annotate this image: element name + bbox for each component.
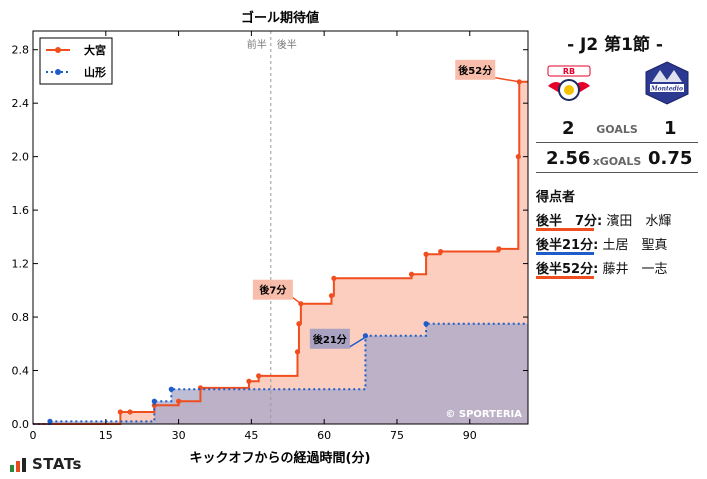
scorer-item: 後半21分: 土居 聖真 — [536, 234, 667, 256]
annotation-pointer — [349, 335, 369, 348]
first-half-label: 前半 — [247, 38, 267, 51]
legend-label-home: 大宮 — [84, 43, 106, 57]
data-point — [47, 418, 53, 424]
x-tick-label: 0 — [30, 429, 37, 442]
stats-bars-icon — [10, 458, 26, 472]
legend-label-away: 山形 — [84, 65, 106, 79]
data-point — [515, 154, 521, 160]
axes: 0 15 30 45 60 75 90 0.0 0.4 0.8 1.2 1.6 2.0 2.4 2.8 — [12, 31, 528, 442]
divider — [536, 172, 698, 173]
annotation-box — [309, 328, 350, 349]
x-tick-label: 45 — [244, 429, 258, 442]
data-point — [117, 409, 123, 415]
scorer-underline — [536, 228, 594, 231]
series-lines — [33, 79, 528, 425]
y-tick-label: 2.8 — [12, 44, 30, 57]
svg-text:Montedio: Montedio — [650, 86, 683, 93]
data-point — [408, 271, 415, 277]
annotation-box — [252, 279, 293, 300]
annotation-label: 後7分 — [259, 284, 286, 297]
xgoals-row: 2.56 xGOALS 0.75 — [536, 148, 698, 170]
annotation-pointer — [495, 77, 520, 83]
y-tick-label: 2.0 — [12, 151, 30, 164]
y-tick-label: 2.4 — [12, 97, 30, 110]
scorer-time: 後半 7分: — [536, 214, 603, 229]
series-area — [33, 323, 528, 424]
data-point — [516, 79, 522, 85]
legend-marker-home — [55, 47, 61, 53]
rb-omiya-crest-icon: RB — [547, 65, 591, 101]
legend-marker-away — [55, 69, 61, 75]
legend: 大宮 山形 — [39, 37, 113, 85]
y-tick-label: 1.2 — [12, 258, 30, 271]
away-xg: 0.75 — [648, 148, 693, 169]
data-point — [438, 248, 444, 255]
data-point — [331, 275, 337, 281]
annotation-pointer — [292, 297, 302, 305]
divider — [536, 142, 698, 143]
scorer-time: 後半21分: — [536, 238, 599, 253]
montedio-yamagata-crest-icon: Montedio — [645, 61, 689, 105]
scorer-time: 後半52分: — [536, 262, 599, 277]
annotation-box — [455, 59, 496, 80]
data-point — [151, 398, 157, 404]
scorer-item: 後半52分: 藤井 一志 — [536, 258, 667, 280]
xg-chart: ゴール期待値 前半 後半 0 15 30 45 60 75 90 0.0 0.4 0.8 1.2 1.6… — [12, 10, 529, 466]
scorer-item: 後半 7分: 濱田 水輝 — [536, 210, 671, 232]
home-goals: 2 — [562, 118, 575, 139]
data-point — [294, 349, 301, 355]
scorer-name: 濱田 水輝 — [606, 214, 672, 229]
scorers-title: 得点者 — [536, 190, 576, 205]
data-point — [256, 373, 262, 379]
watermark: © SPORTERIA — [445, 409, 522, 420]
data-point — [127, 409, 133, 415]
scorer-underline — [536, 252, 594, 255]
x-tick-label: 15 — [99, 429, 113, 442]
data-point — [423, 321, 429, 327]
scorer-name: 藤井 一志 — [602, 262, 668, 277]
y-tick-label: 0.4 — [12, 365, 30, 378]
away-goals: 1 — [664, 118, 677, 139]
x-tick-label: 90 — [463, 429, 477, 442]
data-point — [168, 386, 174, 392]
brand-name: STATs — [32, 455, 82, 473]
x-tick-label: 30 — [172, 429, 186, 442]
data-point — [496, 246, 502, 252]
data-point — [328, 293, 335, 299]
data-point — [246, 378, 252, 384]
scorer-name: 土居 聖真 — [602, 238, 668, 253]
goals-row: 2 GOALS 1 — [536, 118, 698, 140]
x-tick-label: 75 — [390, 429, 404, 442]
chart-title: ゴール期待値 — [241, 10, 319, 26]
x-tick-label: 60 — [317, 429, 331, 442]
second-half-label: 後半 — [277, 38, 297, 51]
x-axis-label: キックオフからの経過時間(分) — [190, 450, 371, 466]
y-tick-label: 0.8 — [12, 311, 30, 324]
data-point — [175, 398, 182, 404]
annotation-label: 後21分 — [313, 333, 347, 346]
scorer-underline — [536, 276, 594, 279]
svg-text:RB: RB — [563, 67, 575, 76]
area-fills — [33, 81, 528, 424]
goals-label: GOALS — [596, 123, 638, 136]
data-point — [423, 251, 429, 257]
data-point — [296, 321, 302, 327]
y-tick-label: 0.0 — [12, 418, 30, 431]
matchday-title: - J2 第1節 - — [567, 35, 663, 55]
xgoals-label: xGOALS — [592, 155, 642, 168]
plot-guides: 前半 後半 — [247, 31, 297, 424]
legend-box — [39, 37, 113, 85]
home-xg: 2.56 — [546, 148, 591, 169]
y-tick-label: 1.6 — [12, 204, 30, 217]
annotation-label: 後52分 — [458, 64, 492, 77]
plot-frame — [32, 30, 529, 425]
